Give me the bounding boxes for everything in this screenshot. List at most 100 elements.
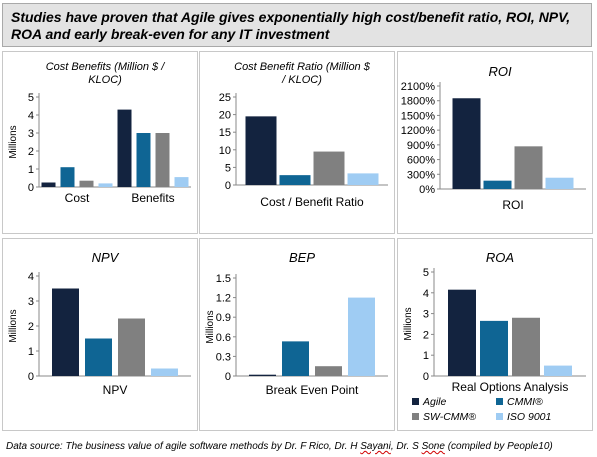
chart-svg: NPV Millions 0 1 2 3 4 NPV [8, 250, 191, 397]
category-label: Benefits [131, 191, 174, 205]
category-label: NPV [103, 383, 128, 397]
legend-swatch-sw-cmm [412, 413, 419, 420]
bar-iso-9001-npv [151, 368, 178, 376]
chart-panel-cost-benefits: Cost Benefits (Million $ / KLOC) Millions 0… [2, 51, 198, 234]
chart-panel-bep: BEP Millions 0 0.3 0.6 0.9 1.2 1.5 Break Even Po… [199, 238, 395, 431]
bar-cmmi-cost [60, 167, 75, 187]
chart-svg: Cost Benefits (Million $ / KLOC) Millions 0… [8, 61, 191, 205]
y-tick-label: 3 [28, 128, 34, 140]
bar-iso-9001-break-even-point [348, 297, 375, 376]
chart-panel-npv: NPV Millions 0 1 2 3 4 NPV [2, 238, 198, 431]
y-tick-label: 0.9 [216, 312, 231, 324]
legend-swatch-agile [412, 398, 419, 405]
bar-cmmi-roi [483, 180, 512, 189]
bar-sw-cmm-roi [514, 146, 543, 189]
y-tick-label: 3 [423, 309, 429, 321]
legend-swatch-iso-9001 [496, 413, 503, 420]
y-tick-label: 10 [219, 145, 231, 157]
bar-iso-9001-cost-benefit-ratio [347, 173, 379, 185]
bar-agile-npv [52, 288, 79, 376]
footer-sayani: Sayani [360, 441, 391, 452]
y-axis-label: Millions [8, 125, 19, 158]
bar-iso-9001-real-options-analysis [544, 365, 572, 376]
y-tick-label: 0 [225, 180, 231, 192]
y-tick-label: 0.3 [216, 351, 231, 363]
bar-sw-cmm-benefits [155, 133, 170, 187]
y-tick-label: 0 [28, 371, 34, 383]
y-tick-label: 1.5 [216, 273, 231, 285]
footer-sone: Sone [421, 441, 445, 452]
y-tick-label: 1 [28, 164, 34, 176]
y-tick-label: 25 [219, 92, 231, 104]
y-tick-label: 2100% [401, 81, 435, 93]
y-tick-label: 1 [423, 350, 429, 362]
chart-svg: BEP Millions 0 0.3 0.6 0.9 1.2 1.5 Break Even Po… [205, 250, 388, 397]
chart-title: ROI [488, 64, 512, 79]
y-tick-label: 1500% [401, 110, 435, 122]
bar-sw-cmm-cost-benefit-ratio [313, 151, 345, 185]
bar-cmmi-real-options-analysis [480, 320, 508, 376]
y-tick-label: 5 [28, 92, 34, 104]
chart-svg: Cost Benefit Ratio (Million $ / KLOC) 0 5 10… [219, 61, 388, 209]
y-axis-label: Millions [205, 310, 216, 343]
y-tick-label: 2 [28, 321, 34, 333]
y-tick-label: 5 [423, 267, 429, 279]
bar-agile-cost-benefit-ratio [245, 116, 277, 185]
y-tick-label: 0 [423, 371, 429, 383]
bar-cmmi-cost-benefit-ratio [279, 175, 311, 185]
bar-sw-cmm-cost [79, 180, 94, 187]
category-label: Break Even Point [266, 383, 359, 397]
y-tick-label: 600% [407, 155, 435, 167]
category-label: ROI [502, 198, 523, 212]
category-label: Cost [65, 191, 90, 205]
y-tick-label: 4 [423, 288, 429, 300]
bar-iso-9001-cost [98, 183, 113, 187]
legend-swatch-cmmi [496, 398, 503, 405]
legend-label-iso-9001: ISO 9001 [507, 411, 551, 423]
bar-agile-benefits [117, 109, 132, 187]
y-tick-label: 3 [28, 296, 34, 308]
y-tick-label: 15 [219, 127, 231, 139]
y-tick-label: 1200% [401, 125, 435, 137]
bar-iso-9001-roi [545, 177, 574, 189]
footer-middle: , Dr. S [390, 441, 422, 452]
bar-agile-roi [452, 98, 481, 189]
bar-sw-cmm-break-even-point [315, 366, 342, 376]
y-tick-label: 2 [423, 329, 429, 341]
chart-panel-roi: ROI 0% 300% 600% 900% 1200% 1500% 1800% 2100% ROI [397, 51, 593, 234]
y-axis-label: Millions [8, 309, 19, 342]
page-title: Studies have proven that Agile gives exp… [11, 9, 571, 42]
bar-agile-real-options-analysis [448, 289, 476, 376]
title-banner: Studies have proven that Agile gives exp… [2, 3, 592, 47]
y-tick-label: 0.6 [216, 332, 231, 344]
bar-cmmi-break-even-point [282, 341, 309, 376]
y-tick-label: 2 [28, 146, 34, 158]
bar-agile-cost [41, 182, 56, 187]
data-source-note: Data source: The business value of agile… [6, 441, 596, 452]
bar-sw-cmm-real-options-analysis [512, 317, 540, 376]
y-tick-label: 5 [225, 162, 231, 174]
bar-cmmi-benefits [136, 133, 151, 187]
y-tick-label: 4 [28, 271, 34, 283]
legend-label-cmmi: CMMI® [507, 396, 543, 408]
footer-prefix: Data source: The business value of agile… [6, 441, 361, 452]
chart-svg: ROI 0% 300% 600% 900% 1200% 1500% 1800% 2100% ROI [401, 64, 586, 212]
category-label: Real Options Analysis [452, 380, 569, 394]
bar-cmmi-npv [85, 338, 112, 376]
y-tick-label: 1800% [401, 96, 435, 108]
chart-panel-cost-benefit-ratio: Cost Benefit Ratio (Million $ / KLOC) 0 5 10… [199, 51, 395, 234]
chart-svg: ROA Millions 0 1 2 3 4 5 Real Options Analysis Ag… [403, 250, 586, 423]
chart-title: NPV [92, 250, 120, 265]
chart-title: Cost Benefit Ratio (Million $ / KLOC) [234, 61, 371, 86]
y-tick-label: 1.2 [216, 293, 231, 305]
y-tick-label: 300% [407, 169, 435, 181]
y-tick-label: 0 [225, 371, 231, 383]
y-tick-label: 0% [419, 184, 435, 196]
legend-label-agile: Agile [422, 396, 447, 408]
chart-title: Cost Benefits (Million $ / KLOC) [46, 61, 166, 86]
footer-suffix: (compiled by People10) [444, 441, 553, 452]
bar-iso-9001-benefits [174, 177, 189, 187]
bar-sw-cmm-npv [118, 318, 145, 376]
y-tick-label: 20 [219, 110, 231, 122]
chart-title: ROA [486, 250, 514, 265]
